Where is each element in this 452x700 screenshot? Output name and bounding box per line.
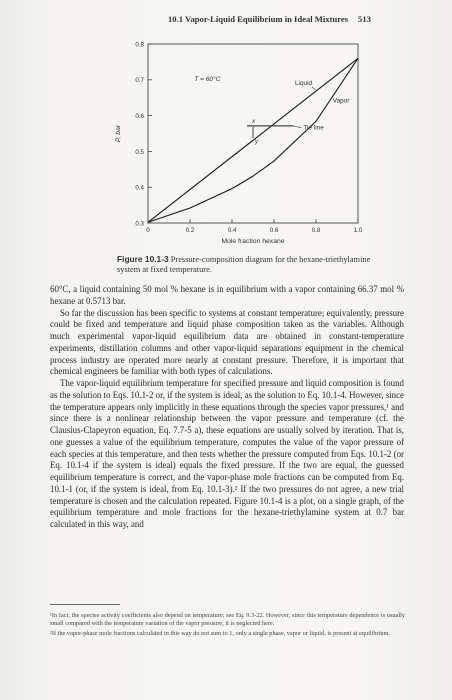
- x-tick-label: 0: [146, 227, 150, 234]
- footnote-rule: [50, 604, 120, 605]
- y-tick-label: 0.5: [135, 149, 144, 156]
- paragraph: So far the discussion has been specific …: [50, 307, 404, 377]
- page-number: 513: [358, 14, 371, 24]
- y-tick-label: 0.6: [135, 113, 144, 120]
- y-tick-label: 0.7: [135, 77, 144, 84]
- liquid-pointer: [311, 86, 317, 91]
- pressure-composition-chart: 0.3 0.4 0.5 0.6 0.7 0.8 0 0.2 0.4 0.6 0.8 1.0 T = 6…: [115, 41, 363, 245]
- chart-labels: T = 60°C Liquid Vapor Tie line x y Mole fracti…: [115, 75, 350, 245]
- y-tick-label: 0.3: [135, 220, 144, 227]
- series-line-liquid: [147, 57, 359, 223]
- paragraph: The vapor-liquid equilibrium temperature…: [50, 378, 404, 529]
- x-tick-label: 0.4: [228, 227, 237, 234]
- tie-line-pointer: [292, 125, 302, 129]
- temperature-label: T = 60°C: [194, 75, 221, 83]
- y-tick-label: 0.4: [135, 185, 144, 192]
- chart-frame: [147, 43, 359, 224]
- figure-label: Figure 10.1-3: [117, 254, 169, 264]
- body-text: 60°C, a liquid containing 50 mol % hexan…: [50, 284, 404, 531]
- vapor-label: Vapor: [333, 98, 350, 105]
- x-tick-label: 0.8: [312, 227, 321, 234]
- y-tick-label: 0.8: [135, 41, 144, 48]
- x-marker-label: x: [251, 118, 256, 125]
- series-line-vapor: [147, 58, 359, 223]
- figure-caption-text: Pressure-composition diagram for the hex…: [117, 255, 371, 275]
- chart-series: [147, 57, 359, 223]
- liquid-label: Liquid: [295, 80, 313, 87]
- y-marker-label: y: [254, 138, 259, 145]
- x-tick-label: 1.0: [354, 227, 363, 234]
- tie-line-label: Tie line: [303, 125, 324, 132]
- header-title: 10.1 Vapor-Liquid Equilibrium in Ideal M…: [168, 14, 349, 24]
- paragraph: 60°C, a liquid containing 50 mol % hexan…: [50, 284, 404, 306]
- footnote: ¹In fact, the species activity coefficie…: [50, 612, 405, 628]
- y-axis-label: P, bar: [115, 124, 122, 142]
- plot-frame: [147, 43, 359, 224]
- running-header: 10.1 Vapor-Liquid Equilibrium in Ideal M…: [168, 14, 371, 24]
- footnote: ²If the vapor-phase mole fractions calcu…: [50, 629, 390, 637]
- x-axis-label: Mole fraction hexane: [221, 238, 284, 245]
- x-tick-label: 0.6: [270, 227, 279, 234]
- footnotes: ¹In fact, the species activity coefficie…: [50, 612, 405, 639]
- chart-ticks: 0.3 0.4 0.5 0.6 0.7 0.8 0 0.2 0.4 0.6 0.8 1.0: [135, 41, 362, 234]
- figure-caption: Figure 10.1-3 Pressure-composition diagr…: [117, 254, 387, 276]
- x-tick-label: 0.2: [186, 227, 195, 234]
